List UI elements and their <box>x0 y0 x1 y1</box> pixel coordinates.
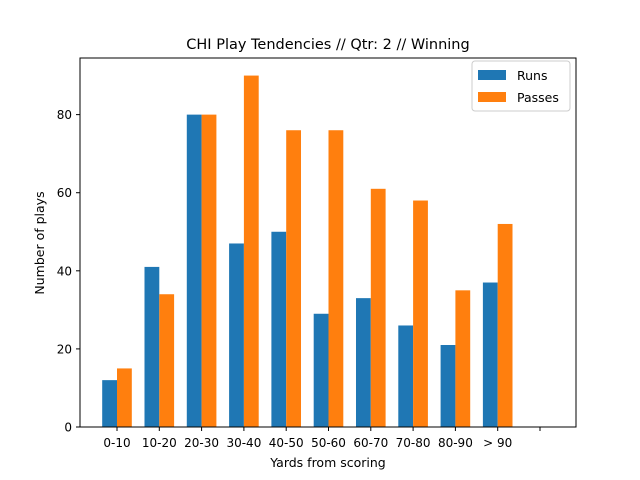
bar-passes-6 <box>328 130 344 427</box>
x-tick-label: 10-20 <box>142 436 177 450</box>
x-tick-label: 0-10 <box>103 436 130 450</box>
y-axis-label: Number of plays <box>32 191 47 294</box>
y-axis-ticks: 0 20 40 60 80 <box>57 108 80 435</box>
x-tick-label: 40-50 <box>269 436 304 450</box>
x-tick-label: 30-40 <box>226 436 261 450</box>
x-tick-label: 60-70 <box>353 436 388 450</box>
legend: Runs Passes <box>471 60 571 112</box>
bar-runs-2 <box>144 266 160 427</box>
bar-runs-8 <box>398 325 414 427</box>
bar-passes-3 <box>201 114 217 427</box>
bar-passes-5 <box>286 130 302 427</box>
bar-runs-3 <box>186 114 202 427</box>
plot-frame <box>79 57 577 428</box>
legend-label-passes: Passes <box>517 90 559 105</box>
bar-runs-4 <box>229 243 244 427</box>
chart-title: CHI Play Tendencies // Qtr: 2 // Winning <box>186 37 469 53</box>
x-axis-label: Yards from scoring <box>269 455 385 470</box>
bar-runs-5 <box>271 231 287 427</box>
y-tick-label: 0 <box>64 421 72 435</box>
bars-group <box>102 75 513 428</box>
x-tick-label: > 90 <box>483 436 512 450</box>
bar-passes-2 <box>159 294 175 427</box>
y-tick-label: 80 <box>57 108 72 122</box>
bar-passes-4 <box>243 75 259 428</box>
y-tick-label: 20 <box>57 342 72 356</box>
legend-swatch-runs <box>478 70 506 80</box>
y-tick-label: 60 <box>57 186 72 200</box>
y-tick-label: 40 <box>57 264 72 278</box>
bar-runs-6 <box>313 313 329 427</box>
bar-passes-8 <box>413 200 428 427</box>
bar-passes-10 <box>497 223 513 427</box>
x-tick-label: 80-90 <box>438 436 473 450</box>
bar-runs-7 <box>355 298 371 427</box>
x-tick-label: 50-60 <box>311 436 346 450</box>
bar-runs-1 <box>102 380 117 427</box>
x-tick-label: 70-80 <box>396 436 431 450</box>
x-axis-ticks: 0-10 10-20 20-30 30-40 40-50 50-60 60-70 70-80 8… <box>103 427 541 450</box>
legend-label-runs: Runs <box>517 68 547 83</box>
legend-swatch-passes <box>478 92 506 102</box>
bar-runs-10 <box>482 282 498 427</box>
bar-passes-1 <box>117 368 132 427</box>
bar-passes-9 <box>455 290 471 427</box>
bar-passes-7 <box>370 188 386 427</box>
x-tick-label: 20-30 <box>184 436 219 450</box>
bar-runs-9 <box>440 345 456 427</box>
